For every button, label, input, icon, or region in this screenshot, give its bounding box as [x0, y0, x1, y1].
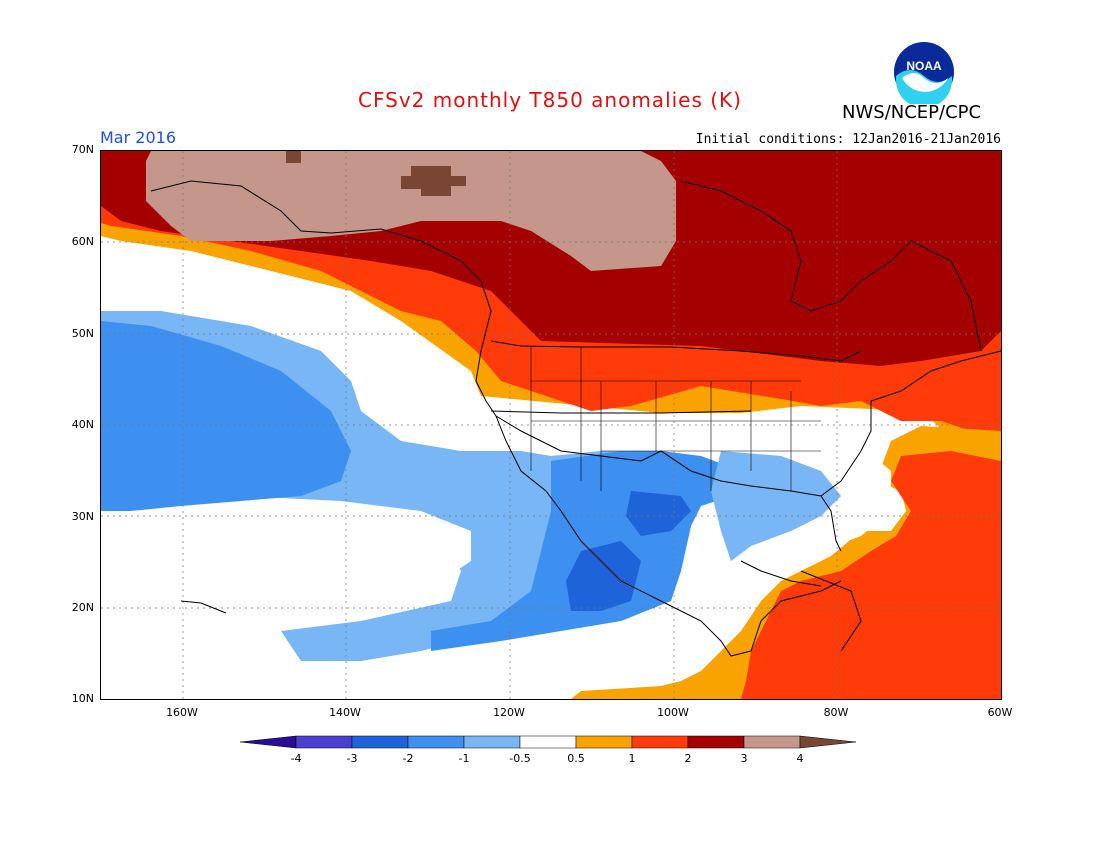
chart-title: CFSv2 monthly T850 anomalies (K) [358, 88, 742, 112]
forecast-period: Mar 2016 [100, 128, 176, 147]
lat-label-70n: 70N [71, 143, 94, 156]
lat-label-60n: 60N [71, 235, 94, 248]
lat-label-30n: 30N [71, 510, 94, 523]
lat-label-10n: 10N [71, 692, 94, 705]
colorbar-cell [743, 735, 801, 749]
colorbar-tick-label: 4 [796, 752, 804, 765]
colorbar-tick-label: -3 [346, 752, 358, 765]
logo-lettering: NOAA [906, 59, 942, 73]
colorbar-cell [463, 735, 521, 749]
lon-label-120w: 120W [493, 706, 525, 719]
lon-label-100w: 100W [657, 706, 689, 719]
cool-area-medblue-pacific [101, 321, 351, 511]
noaa-logo: NOAA [892, 40, 956, 108]
colorbar-tick-label: 1 [628, 752, 636, 765]
warm-spot-brown-small [286, 151, 301, 163]
colorbar-arrow-right [799, 735, 857, 749]
colorbar-cell [295, 735, 353, 749]
colorbar-arrow-left [239, 735, 297, 749]
colorbar [239, 733, 860, 755]
colorbar-tick-label: 2 [684, 752, 692, 765]
cool-area-darkblue-mexico [566, 541, 641, 611]
map-graticule [101, 151, 1001, 699]
colorbar-cell [575, 735, 633, 749]
colorbar-svg [239, 735, 857, 749]
colorbar-tick-label: -0.5 [509, 752, 531, 765]
colorbar-tick-label: -2 [402, 752, 414, 765]
anomaly-map [100, 150, 1002, 700]
agency-label: NWS/NCEP/CPC [842, 102, 982, 123]
lat-label-40n: 40N [71, 418, 94, 431]
neutral-band-pacific [101, 491, 471, 621]
warm-area-tan-alaska [146, 151, 676, 271]
lon-label-140w: 140W [329, 706, 361, 719]
lon-label-160w: 160W [166, 706, 198, 719]
colorbar-tick-label: 3 [740, 752, 748, 765]
colorbar-tick-label: 0.5 [567, 752, 585, 765]
lon-label-60w: 60W [987, 706, 1013, 719]
lat-label-50n: 50N [71, 327, 94, 340]
state-borders [530, 347, 821, 491]
warm-spot-brown [401, 166, 466, 196]
colorbar-cell [687, 735, 745, 749]
colorbar-cell [519, 735, 577, 749]
colorbar-tick-label: -4 [290, 752, 302, 765]
colorbar-cell [407, 735, 465, 749]
colorbar-cell [631, 735, 689, 749]
lat-label-20n: 20N [71, 601, 94, 614]
cool-area-lightblue-se-us [711, 451, 841, 561]
colorbar-tick-label: -1 [458, 752, 470, 765]
warm-band-red-caribbean [741, 451, 1001, 699]
initial-conditions: Initial conditions: 12Jan2016-21Jan2016 [695, 132, 1001, 147]
coastlines [150, 180, 1001, 657]
colorbar-cell [351, 735, 409, 749]
lon-label-80w: 80W [823, 706, 849, 719]
cool-area-darkblue-texas [626, 491, 691, 536]
anomaly-map-svg [101, 151, 1001, 699]
